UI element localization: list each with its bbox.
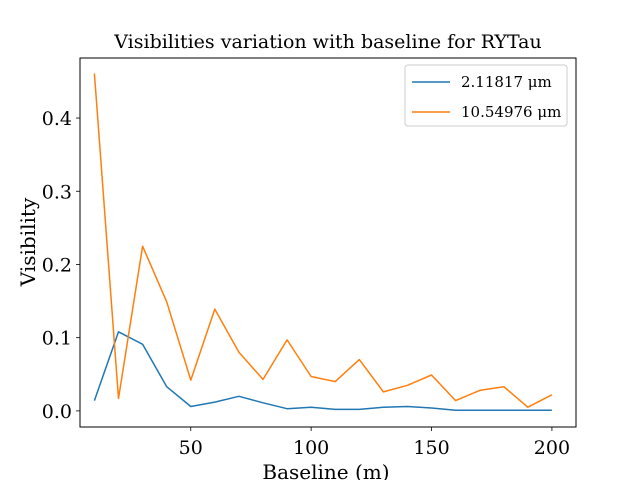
series-layer [93, 73, 553, 411]
y-axis-label: Visibility [16, 197, 40, 287]
plot-frame [79, 57, 577, 428]
ticks-layer: 50 100 150 200 0.0 0.1 0.2 0.3 0.4 [42, 108, 570, 459]
legend-label-series-2: 10.54976 μm [461, 103, 561, 121]
y-tick-label: 0.2 [42, 254, 72, 276]
y-tick-label: 0.3 [42, 181, 72, 203]
legend: 2.11817 μm 10.54976 μm [404, 64, 568, 127]
y-tick-label: 0.1 [42, 328, 72, 350]
x-tick-label: 200 [534, 437, 570, 459]
x-axis-label: Baseline (m) [262, 460, 389, 480]
x-tick-label: 50 [179, 437, 203, 459]
y-tick-label: 0.4 [42, 108, 72, 130]
chart-title: Visibilities variation with baseline for… [113, 31, 541, 53]
legend-label-series-1: 2.11817 μm [461, 73, 552, 91]
y-tick-label: 0.0 [42, 401, 72, 423]
series-line-2 [93, 73, 553, 408]
legend-frame [404, 64, 568, 127]
x-tick-label: 150 [413, 437, 449, 459]
x-tick-label: 100 [293, 437, 329, 459]
series-line-1 [93, 331, 552, 411]
